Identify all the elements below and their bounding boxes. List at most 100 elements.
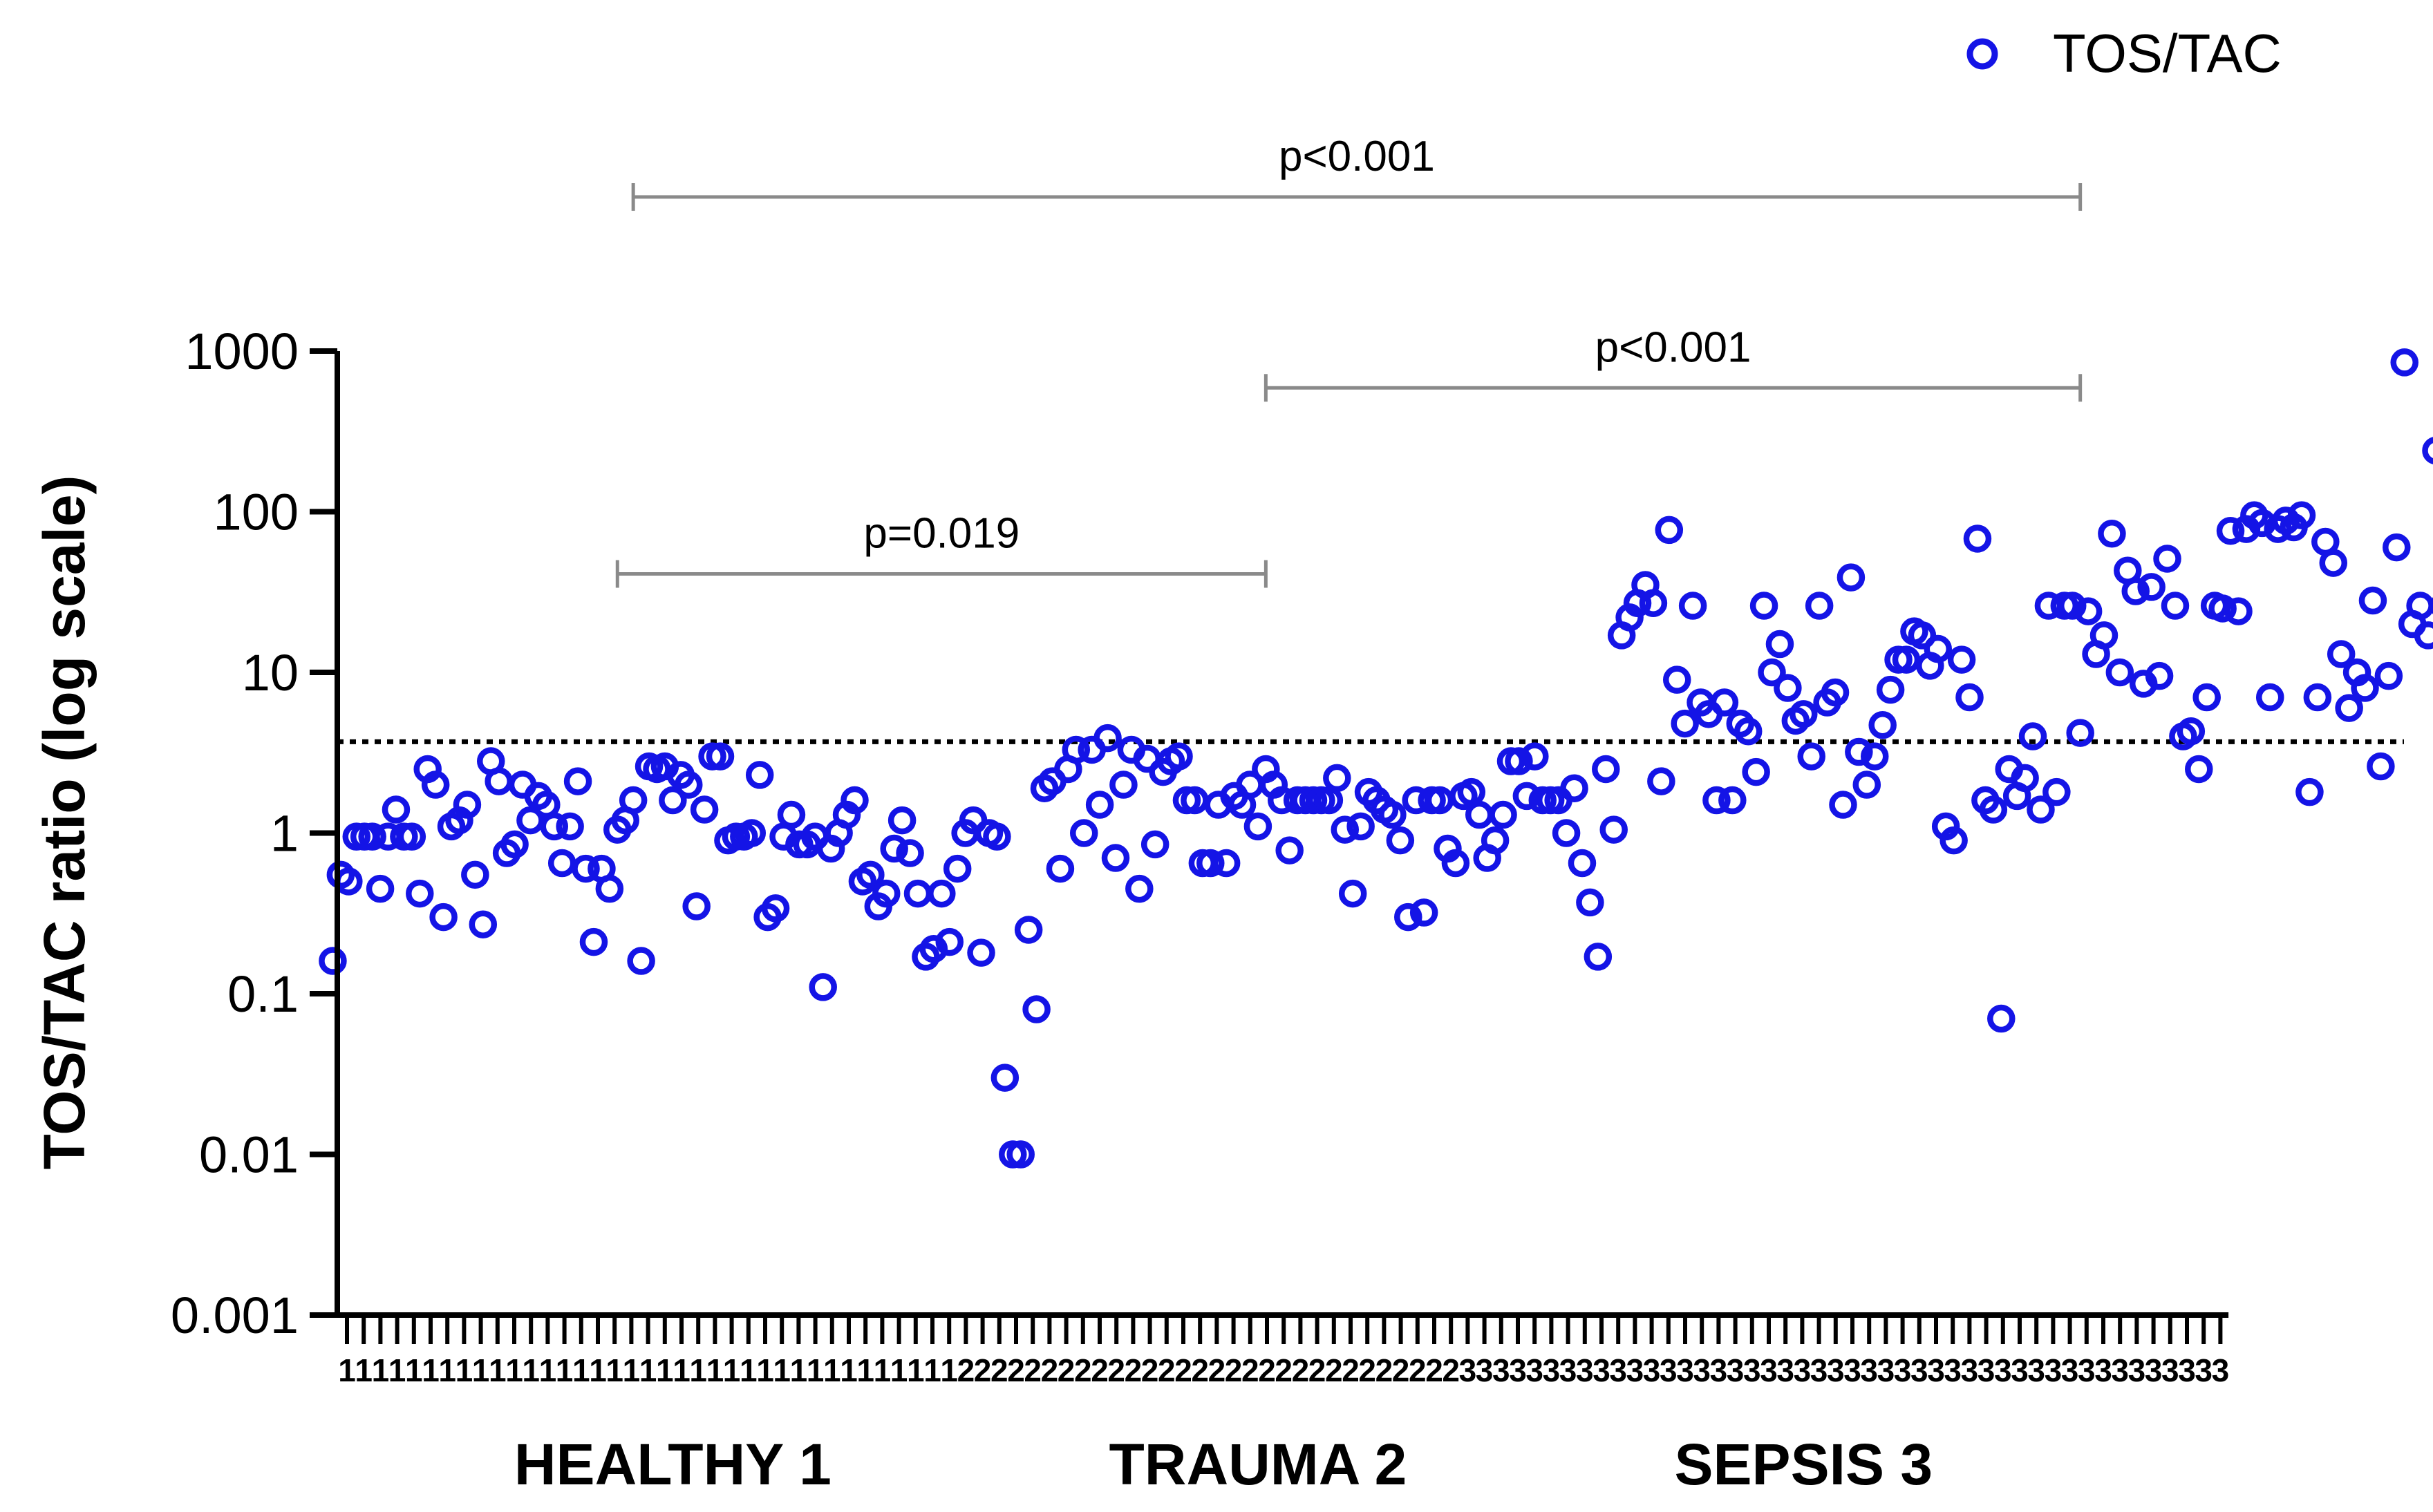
x-tick-label: 3: [2027, 1352, 2045, 1388]
p-value-label: p<0.001: [1595, 323, 1751, 371]
x-tick-label: 1: [689, 1352, 707, 1388]
data-point: [1006, 1140, 1035, 1169]
x-tick-label: 3: [2111, 1352, 2129, 1388]
x-tick-label: 1: [388, 1352, 406, 1388]
x-tick-label: 1: [706, 1352, 724, 1388]
x-tick-label: 3: [2061, 1352, 2079, 1388]
x-tick-label: 2: [1058, 1352, 1075, 1388]
data-point: [619, 786, 648, 815]
data-point: [2351, 674, 2379, 702]
data-point: [1647, 767, 1675, 795]
y-axis-ticks: 0.001 0.01 0.1 1 10 100 1000: [171, 323, 337, 1344]
x-tick-label: 2: [1275, 1352, 1293, 1388]
data-point: [1457, 777, 1486, 806]
data-point: [1062, 735, 1091, 764]
x-tick-label: 1: [338, 1352, 356, 1388]
x-tick-label: 3: [1543, 1352, 1561, 1388]
x-tick-label: 2: [1191, 1352, 1209, 1388]
data-point: [896, 839, 924, 867]
data-point: [2042, 777, 2071, 806]
x-tick-label: 3: [1843, 1352, 1861, 1388]
x-tick-label: 2: [1024, 1352, 1042, 1388]
data-point: [682, 892, 711, 920]
data-point: [2367, 752, 2395, 781]
data-point: [2185, 755, 2213, 784]
data-point: [1394, 903, 1422, 932]
x-tick-label: 2: [990, 1352, 1008, 1388]
data-point: [1521, 742, 1549, 771]
y-tick-label: 0.01: [199, 1126, 299, 1184]
x-axis-ticks: 1111111111111111111111111111111111111222…: [338, 1315, 2229, 1388]
x-tick-label: 3: [1710, 1352, 1728, 1388]
x-tick-label: 3: [1910, 1352, 1928, 1388]
x-tick-label: 3: [1626, 1352, 1644, 1388]
x-tick-label: 3: [2212, 1352, 2230, 1388]
data-point: [2145, 661, 2174, 690]
data-point: [738, 819, 767, 847]
x-tick-label: 1: [472, 1352, 490, 1388]
data-point: [1409, 898, 1438, 927]
data-point: [2153, 545, 2181, 573]
x-tick-label: 2: [1241, 1352, 1259, 1388]
x-tick-label: 3: [1760, 1352, 1778, 1388]
data-point: [2319, 549, 2348, 577]
x-tick-label: 3: [1810, 1352, 1828, 1388]
x-tick-label: 1: [673, 1352, 691, 1388]
data-point: [1876, 675, 1905, 704]
data-point: [1338, 879, 1367, 908]
x-tick-label: 3: [1743, 1352, 1761, 1388]
x-tick-label: 3: [1860, 1352, 1878, 1388]
data-point: [2161, 592, 2190, 620]
x-tick-label: 1: [656, 1352, 674, 1388]
x-tick-label: 1: [355, 1352, 373, 1388]
x-tick-label: 2: [957, 1352, 975, 1388]
data-point: [2374, 661, 2403, 690]
x-tick-label: 1: [756, 1352, 774, 1388]
x-tick-label: 2: [1358, 1352, 1376, 1388]
y-axis-label: TOS/TAC ratio (log scale): [32, 475, 97, 1169]
x-tick-label: 1: [940, 1352, 958, 1388]
data-point: [2335, 694, 2363, 722]
x-tick-label: 1: [723, 1352, 741, 1388]
x-tick-label: 1: [572, 1352, 590, 1388]
data-point: [366, 874, 395, 903]
data-point: [1552, 819, 1581, 847]
x-tick-label: 2: [1325, 1352, 1343, 1388]
data-point: [1892, 645, 1921, 674]
x-tick-label: 2: [1141, 1352, 1159, 1388]
x-tick-label: 3: [2178, 1352, 2196, 1388]
data-point: [1702, 786, 1731, 815]
group-label: SEPSIS 3: [1675, 1432, 1933, 1497]
data-point: [1140, 830, 1169, 859]
x-tick-label: 1: [639, 1352, 657, 1388]
x-tick-label: 1: [489, 1352, 507, 1388]
x-tick-label: 3: [1827, 1352, 1845, 1388]
x-tick-label: 3: [1994, 1352, 2012, 1388]
data-point: [461, 860, 489, 889]
data-point: [421, 771, 450, 799]
data-point: [2255, 683, 2284, 712]
data-point: [1481, 826, 1510, 855]
x-tick-label: 1: [907, 1352, 925, 1388]
y-tick-label: 100: [214, 484, 299, 541]
x-tick-label: 1: [840, 1352, 858, 1388]
x-tick-label: 2: [1041, 1352, 1059, 1388]
x-tick-label: 3: [1978, 1352, 1995, 1388]
y-tick-label: 0.1: [227, 965, 299, 1023]
x-tick-label: 1: [823, 1352, 841, 1388]
data-point: [2137, 573, 2166, 601]
data-point: [1465, 800, 1494, 829]
data-point: [1125, 874, 1154, 903]
data-point: [2216, 516, 2245, 545]
x-tick-label: 2: [1258, 1352, 1276, 1388]
data-point: [2358, 586, 2387, 615]
data-point: [872, 879, 901, 908]
data-point: [1718, 786, 1747, 815]
x-tick-label: 1: [890, 1352, 908, 1388]
x-tick-label: 3: [2195, 1352, 2213, 1388]
x-tick-label: 3: [1525, 1352, 1543, 1388]
data-point: [1829, 791, 1857, 819]
x-tick-label: 2: [1375, 1352, 1393, 1388]
data-point: [358, 822, 386, 851]
